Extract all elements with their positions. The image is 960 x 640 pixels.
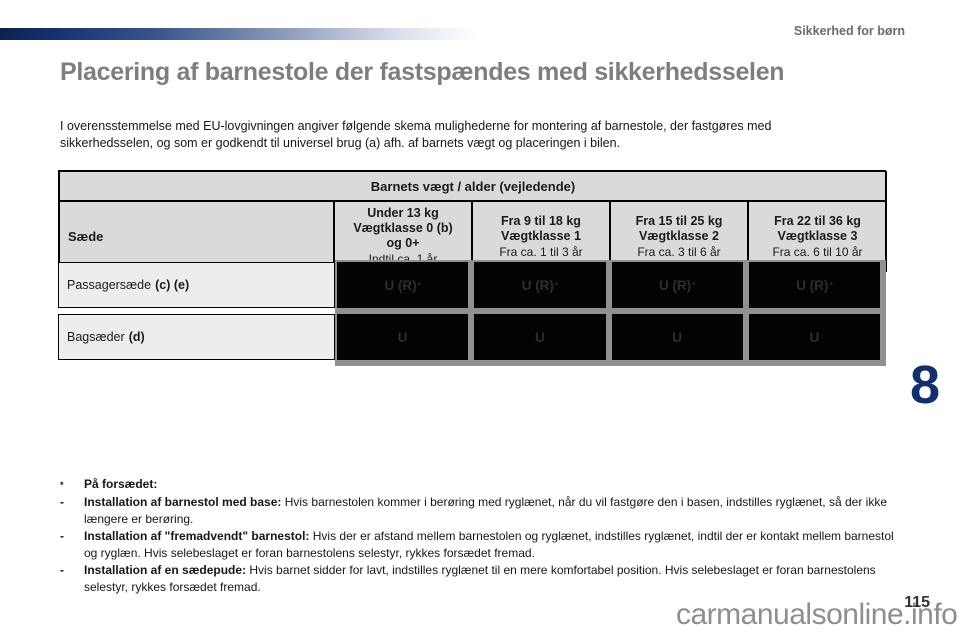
footnote-bullet: - bbox=[60, 529, 64, 543]
column-header-weight-0: Under 13 kg Vægtklasse 0 (b) og 0+ Indti… bbox=[334, 201, 472, 272]
cell-value: U (R) bbox=[658, 277, 692, 293]
footnote-item: * På forsædet: bbox=[60, 476, 905, 494]
cell-value: U bbox=[535, 329, 545, 345]
table-row-label-rear-seats: Bagsæder (d) bbox=[58, 314, 335, 360]
cell-value: U bbox=[672, 329, 682, 345]
row-label-text: Passagersæde bbox=[67, 278, 152, 292]
cell-value: U bbox=[397, 329, 408, 345]
footnote-item: - Installation af "fremadvendt" barnesto… bbox=[60, 528, 905, 562]
page-number: 115 bbox=[904, 594, 930, 611]
column-header-note: Fra ca. 6 til 10 år bbox=[772, 244, 863, 259]
row-label-text: Bagsæder bbox=[67, 330, 125, 344]
value-cell: U (R) * bbox=[474, 262, 606, 308]
column-header-note: Fra ca. 1 til 3 år bbox=[499, 244, 583, 259]
footnotes: * På forsædet: - Installation af barnest… bbox=[60, 476, 905, 596]
cell-value-superscript: * bbox=[829, 280, 833, 290]
table-row-label-passenger-seat: Passagersæde (c) (e) bbox=[58, 262, 335, 308]
column-header-line: Under 13 kg bbox=[367, 206, 439, 220]
value-cell: U bbox=[474, 314, 606, 360]
table-caption: Barnets vægt / alder (vejledende) bbox=[59, 171, 887, 201]
row-label-suffix: (d) bbox=[128, 330, 145, 344]
cell-value: U (R) bbox=[384, 277, 417, 293]
column-header-line: Vægtklasse 3 bbox=[777, 228, 858, 243]
cell-value: U bbox=[809, 329, 820, 345]
footnote-lead: Installation af barnestol med base: bbox=[84, 495, 282, 509]
column-header-line: og 0+ bbox=[386, 236, 420, 250]
column-header-line: Fra 22 til 36 kg bbox=[774, 213, 861, 228]
column-header-line: Vægtklasse 1 bbox=[501, 228, 581, 243]
footnote-marker: * bbox=[60, 480, 64, 490]
footnote-lead: Installation af "fremadvendt" barnestol: bbox=[84, 529, 310, 543]
header-gradient-bar bbox=[0, 28, 492, 40]
footnote-bullet: - bbox=[60, 495, 64, 509]
column-header-line: Fra 15 til 25 kg bbox=[635, 213, 723, 228]
cell-value: U (R) bbox=[796, 277, 829, 293]
value-cell: U (R) * bbox=[748, 262, 880, 308]
footnote-label: På forsædet: bbox=[84, 477, 158, 491]
column-header-line: Vægtklasse 2 bbox=[639, 228, 719, 243]
row-label-suffix: (c) (e) bbox=[155, 278, 190, 292]
cell-value-superscript: * bbox=[554, 280, 559, 290]
footnote-item: - Installation af en sædepude: Hvis barn… bbox=[60, 562, 905, 596]
footnote-bullet: - bbox=[60, 563, 64, 577]
cell-value-superscript: * bbox=[692, 280, 696, 290]
watermark-link[interactable]: carmanualsonline.info bbox=[676, 598, 958, 631]
value-cell: U bbox=[337, 314, 469, 360]
chapter-number-badge: 8 bbox=[909, 355, 940, 415]
footnote-rest: Hvis barnet sidder for lavt, indstilles … bbox=[84, 563, 876, 594]
section-label: Sikkerhed for børn bbox=[793, 24, 905, 38]
footnote-text: Installation af en sædepude: Hvis barnet… bbox=[84, 562, 905, 596]
value-cell: U bbox=[611, 314, 743, 360]
value-cell: U (R) * bbox=[611, 262, 743, 308]
column-header-note: Fra ca. 3 til 6 år bbox=[637, 244, 721, 259]
footnote-rest: Hvis der er afstand mellem barnestolen o… bbox=[84, 529, 894, 560]
footnote-text: Installation af barnestol med base: Hvis… bbox=[84, 494, 905, 528]
footnote-item: - Installation af barnestol med base: Hv… bbox=[60, 494, 905, 528]
intro-paragraph: I overensstemmelse med EU-lovgivningen a… bbox=[60, 119, 772, 150]
column-header-line: Fra 9 til 18 kg bbox=[501, 213, 581, 228]
page-title: Placering af barnestole der fastspændes … bbox=[60, 58, 785, 86]
column-header-weight-1: Fra 9 til 18 kg Vægtklasse 1 Fra ca. 1 t… bbox=[472, 201, 610, 272]
table-data-cells: U (R) * U (R) * U (R) * U (R) * U U U U bbox=[335, 260, 886, 366]
footnote-rest: Hvis barnestolen kommer i berøring med r… bbox=[84, 495, 887, 526]
cell-value-superscript: * bbox=[417, 280, 421, 290]
value-cell: U (R) * bbox=[337, 262, 469, 308]
footnote-text: Installation af "fremadvendt" barnestol:… bbox=[84, 528, 905, 562]
value-cell: U bbox=[748, 314, 880, 360]
child-seat-table-header: Barnets vægt / alder (vejledende) Sæde U… bbox=[58, 170, 887, 273]
column-header-line: Vægtklasse 0 (b) bbox=[353, 221, 453, 235]
cell-value: U (R) bbox=[521, 277, 554, 293]
footnote-lead: Installation af en sædepude: bbox=[84, 563, 247, 577]
